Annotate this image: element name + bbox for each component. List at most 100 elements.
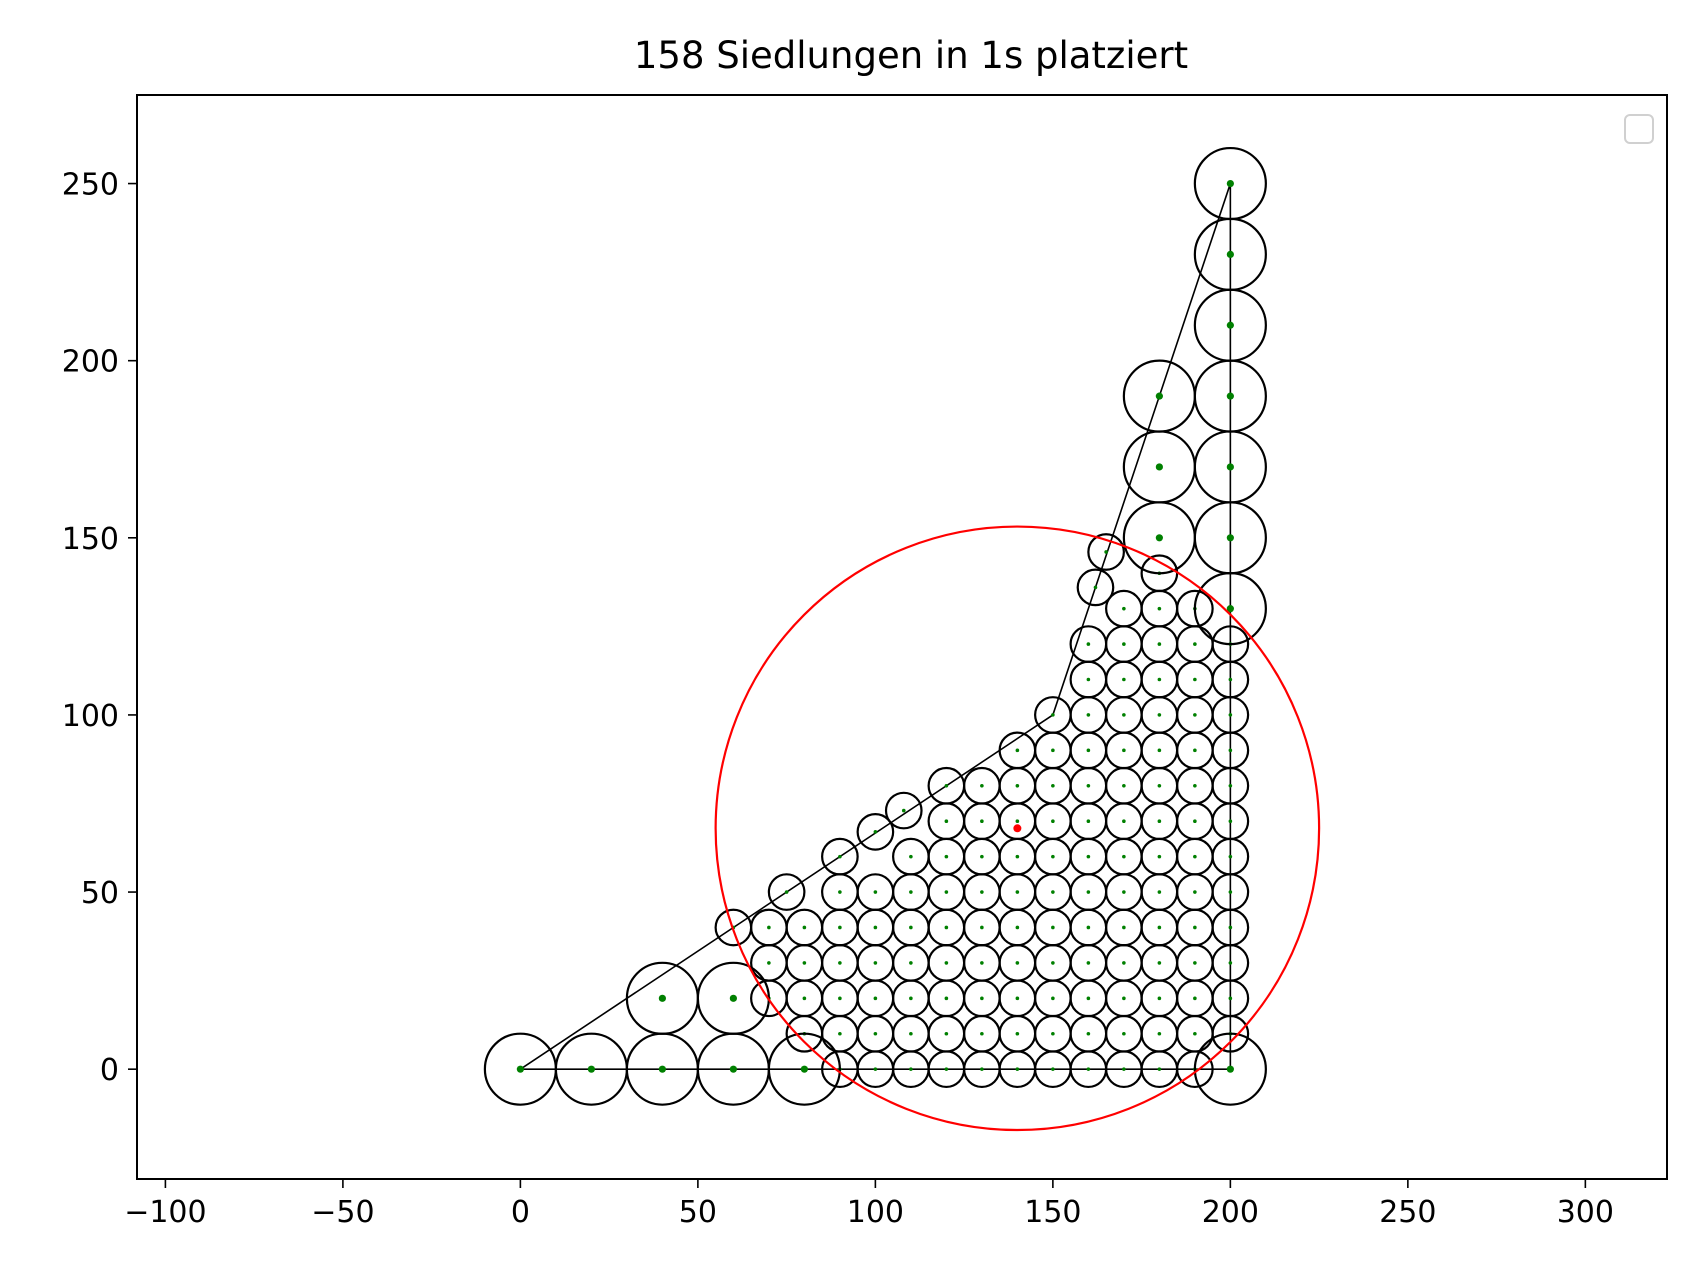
small-settlement-circle-80 — [821, 837, 859, 876]
large-settlement-point-7 — [1226, 1065, 1234, 1073]
small-settlement-point-6 — [1051, 1067, 1055, 1071]
small-settlement-point-9 — [1157, 1067, 1162, 1071]
x-tick-label-0: −100 — [124, 1195, 206, 1230]
small-settlement-point-110 — [1228, 783, 1233, 788]
small-settlement-point-73 — [1015, 890, 1020, 894]
small-settlement-point-4 — [980, 1067, 984, 1071]
small-settlement-point-47 — [1086, 961, 1091, 965]
small-settlement-point-66 — [1228, 925, 1233, 930]
small-settlement-point-32 — [1051, 996, 1055, 1001]
small-settlement-point-46 — [1051, 961, 1055, 965]
small-settlement-point-61 — [1051, 925, 1055, 930]
small-settlement-point-100 — [1228, 819, 1233, 824]
y-tick-label-4: 200 — [62, 345, 119, 380]
x-tick-label-7: 250 — [1379, 1195, 1436, 1230]
small-settlement-point-89 — [1193, 854, 1197, 859]
small-settlement-point-27 — [873, 996, 878, 1001]
small-settlement-point-124 — [1086, 677, 1091, 682]
small-settlement-point-21 — [1157, 1031, 1162, 1036]
small-settlement-point-121 — [1157, 713, 1162, 717]
x-tick-label-1: −50 — [311, 1195, 374, 1230]
coverage-center-point — [1013, 824, 1022, 833]
small-settlement-point-135 — [1157, 606, 1162, 611]
small-settlement-point-44 — [980, 961, 984, 965]
small-settlement-point-122 — [1193, 713, 1197, 717]
y-tick-label-2: 100 — [62, 699, 119, 734]
small-settlement-point-22 — [1193, 1031, 1197, 1036]
small-settlement-point-137 — [1093, 585, 1098, 590]
small-settlement-point-129 — [1086, 642, 1091, 646]
y-tick-label-5: 250 — [62, 168, 119, 203]
small-settlement-point-12 — [838, 1031, 842, 1036]
small-settlement-point-81 — [909, 854, 913, 859]
large-settlement-point-8 — [1226, 605, 1234, 613]
y-tick-label-0: 0 — [100, 1053, 119, 1088]
small-settlement-point-59 — [980, 925, 984, 930]
large-settlement-point-9 — [1226, 534, 1234, 542]
small-settlement-point-17 — [1015, 1031, 1020, 1036]
small-settlement-point-15 — [944, 1031, 949, 1036]
small-settlement-point-69 — [873, 890, 878, 894]
small-settlement-point-55 — [838, 925, 842, 930]
small-settlement-point-72 — [980, 890, 984, 894]
large-settlement-point-6 — [729, 994, 737, 1002]
small-settlement-point-118 — [1051, 713, 1055, 717]
small-settlement-point-1 — [873, 1067, 878, 1071]
small-settlement-circle-101 — [884, 791, 923, 830]
small-settlement-point-98 — [1157, 819, 1162, 824]
small-settlement-point-91 — [873, 830, 878, 834]
small-settlement-point-92 — [944, 819, 949, 824]
small-settlement-point-63 — [1122, 925, 1126, 930]
small-settlement-circle-137 — [1076, 568, 1115, 607]
small-settlement-point-123 — [1228, 713, 1233, 717]
small-settlement-point-114 — [1122, 748, 1126, 753]
small-settlement-point-8 — [1122, 1067, 1126, 1071]
small-settlement-point-130 — [1122, 642, 1126, 646]
small-settlement-point-95 — [1051, 819, 1055, 824]
small-settlement-point-93 — [980, 819, 984, 824]
small-settlement-point-117 — [1228, 748, 1233, 753]
small-settlement-point-106 — [1086, 783, 1091, 788]
small-settlement-point-105 — [1051, 783, 1055, 788]
large-settlement-point-3 — [729, 1065, 737, 1073]
small-settlement-point-36 — [1193, 996, 1197, 1001]
x-tick-label-6: 200 — [1202, 1195, 1259, 1230]
data-layer — [483, 146, 1321, 1132]
small-settlement-point-111 — [1015, 748, 1020, 753]
small-settlement-circle-67 — [767, 873, 806, 911]
small-settlement-point-83 — [980, 854, 984, 859]
small-settlement-point-88 — [1157, 854, 1162, 859]
small-settlement-point-65 — [1193, 925, 1197, 930]
small-settlement-point-37 — [1228, 996, 1233, 1001]
large-settlement-circle-4 — [767, 1032, 841, 1106]
small-settlement-point-45 — [1015, 961, 1020, 965]
small-settlement-point-51 — [1228, 961, 1233, 965]
small-settlement-point-14 — [909, 1031, 913, 1036]
small-settlement-point-5 — [1015, 1067, 1020, 1071]
small-settlement-circle-133 — [1211, 625, 1250, 663]
small-settlement-point-20 — [1122, 1031, 1126, 1036]
large-settlement-point-5 — [658, 994, 666, 1002]
large-settlement-point-16 — [1155, 463, 1163, 471]
large-settlement-point-12 — [1226, 321, 1234, 329]
small-settlement-point-43 — [944, 961, 949, 965]
chart-title: 158 Siedlungen in 1s platziert — [634, 34, 1188, 77]
small-settlement-point-48 — [1122, 961, 1126, 965]
small-settlement-point-41 — [873, 961, 878, 965]
small-settlement-point-139 — [1104, 550, 1108, 554]
small-settlement-point-56 — [873, 925, 878, 930]
small-settlement-point-3 — [944, 1067, 949, 1071]
small-settlement-point-38 — [767, 961, 771, 965]
small-settlement-point-50 — [1193, 961, 1197, 965]
small-settlement-point-102 — [944, 783, 949, 788]
large-settlement-point-14 — [1226, 179, 1234, 188]
small-settlement-point-132 — [1193, 642, 1197, 646]
empty-legend-box — [1624, 114, 1654, 144]
small-settlement-point-30 — [980, 996, 984, 1001]
small-settlement-point-70 — [909, 890, 913, 894]
small-settlement-point-57 — [909, 925, 913, 930]
large-settlement-point-4 — [800, 1065, 808, 1073]
small-settlement-point-113 — [1086, 748, 1091, 753]
x-tick-label-4: 100 — [847, 1195, 904, 1230]
small-settlement-point-80 — [838, 854, 842, 859]
